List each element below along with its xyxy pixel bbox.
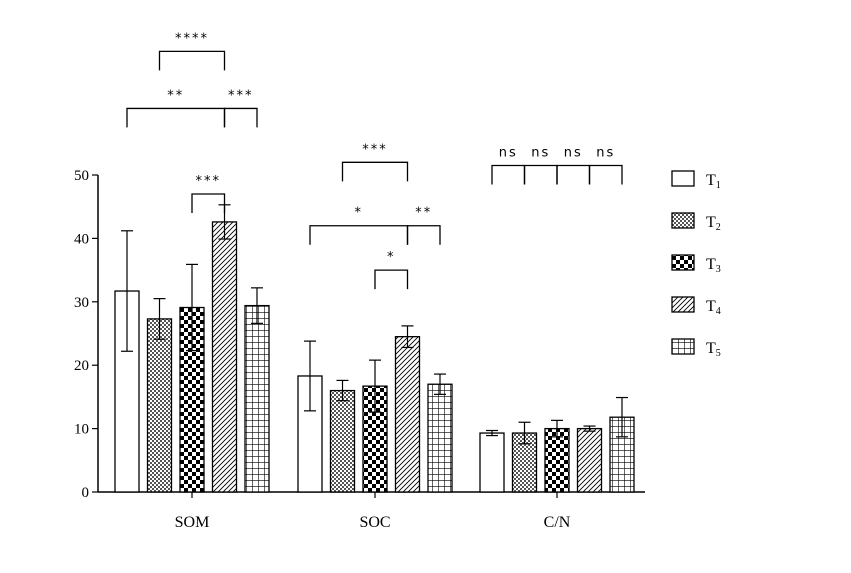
bar — [114, 290, 140, 493]
significance-bracket — [491, 164, 526, 185]
bars — [114, 221, 635, 493]
y-tick-label: 10 — [74, 422, 89, 438]
significance-bracket — [158, 50, 226, 71]
significance-bracket — [523, 164, 558, 185]
legend-label: T3 — [706, 256, 721, 275]
y-tick-label: 30 — [74, 295, 89, 311]
significance-label: ** — [167, 88, 184, 103]
y-tick-label: 0 — [82, 485, 90, 501]
significance-bracket — [556, 164, 591, 185]
bar — [479, 432, 505, 493]
legend-label: T5 — [706, 340, 721, 359]
legend-swatch — [671, 296, 695, 313]
significance-label: *** — [196, 174, 222, 189]
significance-bracket — [126, 107, 226, 128]
significance-label: *** — [362, 142, 388, 157]
bar — [544, 427, 570, 493]
legend-subscript: 1 — [716, 180, 721, 191]
significance-label: ** — [415, 206, 432, 221]
x-category-label: SOM — [175, 514, 210, 531]
significance-bracket — [406, 225, 441, 245]
significance-brackets: ***** ********* ***** ns ns ns ns — [126, 31, 623, 290]
significance-bracket — [341, 161, 409, 182]
significance-bracket — [191, 193, 226, 214]
significance-label: ns — [564, 145, 583, 160]
y-tick-label: 50 — [74, 168, 89, 184]
legend: T1 T2 T3 T4 T5 — [671, 170, 721, 359]
legend-swatch — [671, 254, 695, 271]
legend-subscript: 5 — [716, 348, 721, 359]
y-tick-label: 40 — [74, 231, 89, 247]
bar — [427, 383, 453, 493]
significance-label: * — [387, 250, 396, 265]
bar — [211, 221, 238, 493]
significance-label: *** — [228, 88, 254, 103]
bar — [576, 427, 603, 493]
legend-label: T1 — [706, 172, 721, 191]
significance-label: ns — [596, 145, 615, 160]
legend-swatch — [671, 212, 695, 229]
error-bars — [121, 204, 628, 445]
x-category-label: SOC — [359, 514, 390, 531]
significance-label: * — [355, 206, 364, 221]
significance-bracket — [223, 107, 258, 128]
significance-label: ns — [531, 145, 550, 160]
x-category-label: C/N — [544, 514, 571, 531]
bar — [244, 304, 270, 493]
significance-label: **** — [175, 31, 209, 46]
legend-swatch — [671, 170, 695, 187]
legend-label: T2 — [706, 214, 721, 233]
significance-bracket — [588, 164, 623, 185]
legend-subscript: 4 — [716, 306, 721, 317]
legend-subscript: 2 — [716, 222, 721, 233]
bar — [146, 318, 173, 493]
significance-label: ns — [499, 145, 518, 160]
legend-swatch — [671, 338, 695, 355]
legend-subscript: 3 — [716, 264, 721, 275]
bar — [394, 336, 421, 493]
y-tick-label: 20 — [74, 358, 89, 374]
legend-label: T4 — [706, 298, 721, 317]
significance-bracket — [374, 269, 409, 290]
bar — [329, 389, 356, 493]
significance-bracket — [309, 225, 409, 245]
axes: 0 10 20 30 40 50 SOM SOC C/N — [74, 168, 645, 531]
